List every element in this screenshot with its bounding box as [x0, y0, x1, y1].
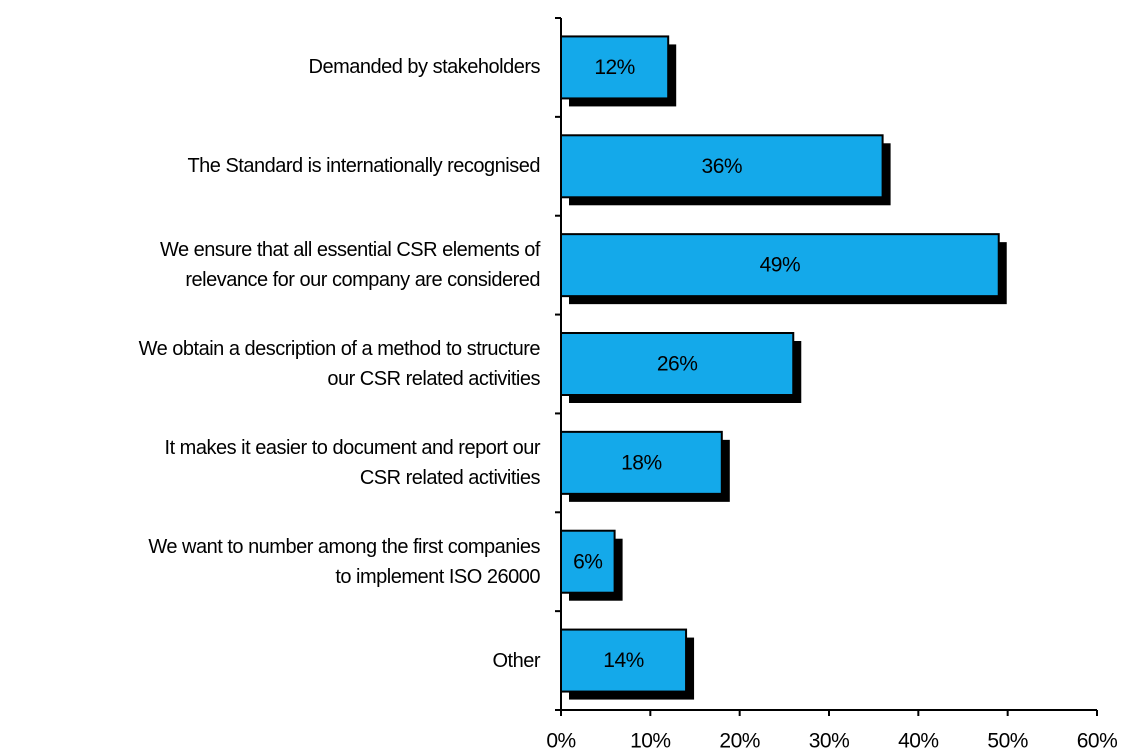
- bar: [560, 332, 795, 396]
- data-label: 26%: [657, 353, 698, 376]
- data-label: 49%: [760, 254, 801, 277]
- bar: [560, 529, 616, 594]
- category-label: We want to number among the first compan…: [148, 535, 540, 588]
- bar: [560, 233, 1000, 298]
- x-tick-label: 60%: [1077, 730, 1118, 753]
- bar: [560, 134, 884, 199]
- category-label: Demanded by stakeholders: [308, 56, 541, 79]
- bar: [560, 35, 670, 100]
- data-label: 18%: [621, 451, 662, 474]
- bar: [560, 430, 723, 495]
- category-label: We ensure that all essential CSR element…: [159, 239, 541, 292]
- x-tick-label: 40%: [898, 730, 939, 753]
- bar: [560, 628, 688, 693]
- category-label: We obtain a description of a method to s…: [138, 338, 541, 390]
- x-tick-label: 50%: [987, 730, 1028, 753]
- data-label: 6%: [573, 550, 602, 573]
- x-tick-label: 10%: [630, 730, 671, 753]
- category-label: Other: [492, 649, 540, 672]
- category-label: It makes it easier to document and repor…: [164, 436, 541, 489]
- x-tick-label: 0%: [546, 730, 575, 753]
- data-label: 14%: [603, 649, 644, 672]
- data-label: 12%: [594, 56, 635, 79]
- x-tick-label: 30%: [809, 730, 850, 753]
- x-tick-label: 20%: [719, 730, 760, 753]
- data-label: 36%: [702, 155, 743, 178]
- category-label: The Standard is internationally recognis…: [187, 155, 540, 178]
